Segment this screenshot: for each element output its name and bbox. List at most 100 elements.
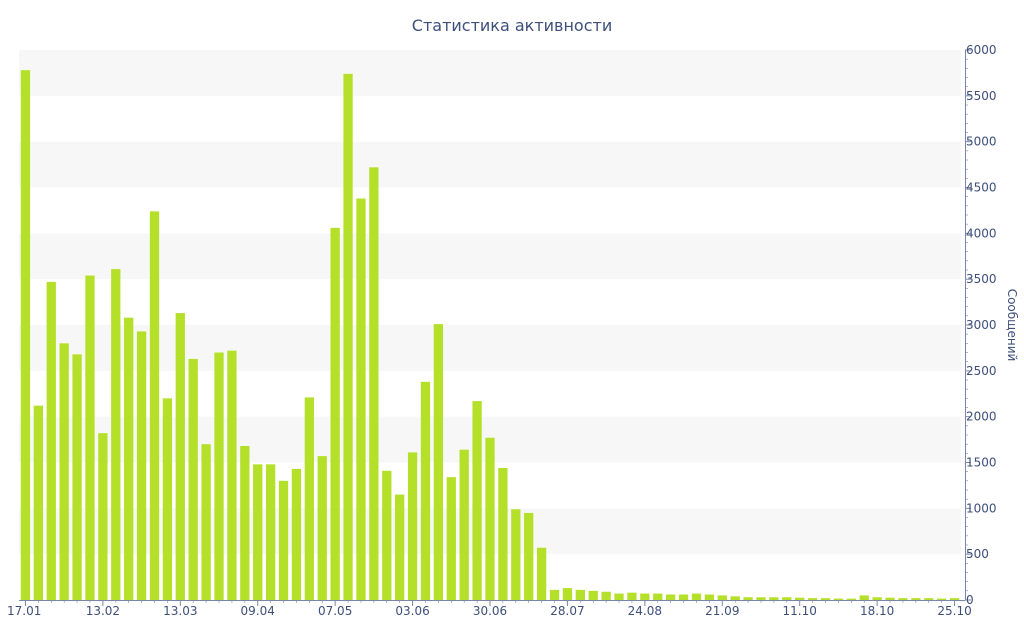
bar [459,449,469,600]
bar [898,598,908,600]
bar [253,464,263,600]
bar [162,398,173,600]
y-tick-label: 2000 [966,410,997,424]
bar [846,598,856,600]
bar [807,598,818,600]
y-tick-label: 4500 [966,181,997,195]
bar [59,343,69,600]
bar [730,596,740,600]
bar [691,593,702,600]
bar [136,331,147,600]
bar [111,269,121,600]
bar [924,598,934,600]
bar [704,594,715,600]
bar [472,401,482,600]
y-tick-label: 1000 [966,501,997,515]
bar [446,477,456,600]
bar-series [20,70,960,601]
bar [872,597,882,600]
bar [949,598,960,600]
bar [588,590,598,600]
bar [85,275,95,600]
y-tick-label: 3500 [966,272,997,286]
bar [640,593,650,600]
bar [304,397,314,600]
bar [188,358,198,600]
bar [653,593,663,600]
grid-band [19,50,961,96]
bar [756,597,766,600]
bar [833,598,844,600]
x-tick-label: 25.10 [937,604,971,618]
bar [549,589,560,600]
bar [369,167,379,601]
bar [485,437,495,600]
bar [859,595,869,600]
y-tick-label: 5500 [966,89,997,103]
grid-band [19,325,961,371]
bar [149,211,160,601]
bar [240,446,250,600]
axes: 0 500 1000 1500 2000 2500 3000 3500 4000 4500 5000… [7,43,997,618]
bar [265,464,276,600]
bar [227,350,237,600]
bar [601,591,611,600]
bar [214,352,224,600]
bar [911,598,921,600]
y-tick-label: 6000 [966,43,997,57]
bar [420,381,431,600]
x-tick-label: 17.01 [7,604,41,618]
grid-bands [19,50,961,555]
bar [98,433,108,600]
bar [936,598,947,600]
bar [33,405,44,600]
bar [356,198,366,600]
x-tick-label: 13.03 [163,604,197,618]
x-tick-label: 21.09 [705,604,739,618]
bar [291,468,302,600]
bar [20,70,31,600]
bar [769,597,779,600]
y-tick-label: 4000 [966,226,997,240]
x-tick-label: 03.06 [395,604,429,618]
x-tick-label: 28.07 [550,604,584,618]
bar [201,444,211,600]
x-tick-label: 11.10 [783,604,817,618]
bar [795,597,805,600]
bar [627,592,637,600]
x-tick-label: 09.04 [241,604,275,618]
bar [395,494,405,600]
bar [343,73,353,601]
bar [433,324,444,600]
bar [743,597,753,600]
bar [536,547,547,600]
x-tick-label: 13.02 [86,604,120,618]
bar [562,588,573,600]
y-tick-label: 3000 [966,318,997,332]
y-tick-label: 500 [966,547,989,561]
x-tick-label: 07.05 [318,604,352,618]
bar [782,597,792,600]
y-tick-label: 5000 [966,135,997,149]
y-axis-title: Сообщений [1005,289,1019,362]
bar [72,354,82,600]
bar [407,452,418,600]
grid-band [19,141,961,188]
bar [46,281,56,600]
x-tick-label: 18.10 [860,604,894,618]
bar [575,589,585,600]
bar [678,594,689,600]
bar [524,512,534,600]
bar [511,509,521,600]
grid-band [19,233,961,280]
y-tick-label: 2500 [966,364,997,378]
bar [885,597,895,600]
bar [382,470,392,600]
bar [498,468,508,600]
bar [717,595,727,600]
bar [330,227,340,601]
x-tick-label: 30.06 [473,604,507,618]
bar [614,593,624,600]
